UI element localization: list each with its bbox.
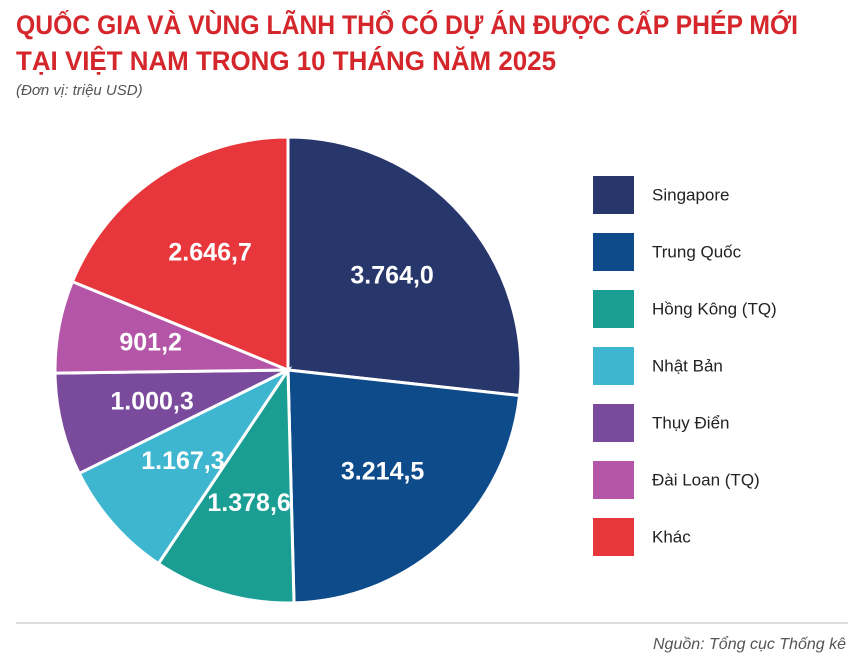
data-label: 1.000,3	[110, 387, 193, 415]
chart-subtitle: (Đơn vị: triệu USD)	[16, 82, 143, 99]
legend-label: Thụy Điển	[652, 413, 729, 432]
data-label: 2.646,7	[168, 239, 251, 267]
data-label: 3.214,5	[341, 458, 425, 486]
data-label: 1.378,6	[207, 489, 290, 517]
legend-swatch	[593, 176, 634, 214]
pie-slice	[156, 365, 296, 605]
data-label: 1.167,3	[141, 447, 224, 475]
legend-swatch	[593, 461, 634, 499]
chart-title: QUỐC GIA VÀ VÙNG LÃNH THỔ CÓ DỰ ÁN ĐƯỢC …	[16, 8, 798, 40]
source: Nguồn: Tổng cục Thống kê	[653, 635, 846, 653]
legend-swatch	[593, 404, 634, 442]
pie-slice	[53, 368, 289, 476]
legend-label: Đài Loan (TQ)	[652, 470, 760, 489]
pie-slice	[286, 368, 522, 605]
pie-slice	[70, 135, 290, 373]
legend-label: Nhật Bản	[652, 356, 723, 375]
legend-label: Khác	[652, 527, 691, 546]
legend-label: Trung Quốc	[652, 242, 742, 261]
data-label: 3.764,0	[350, 261, 433, 289]
pie-slice	[77, 366, 293, 566]
legend-swatch	[593, 518, 634, 556]
legend-swatch	[593, 347, 634, 385]
legend-swatch	[593, 233, 634, 271]
legend-swatch	[593, 290, 634, 328]
legend-label: Singapore	[652, 185, 730, 204]
data-label: 901,2	[119, 328, 182, 356]
legend-label: Hồng Kông (TQ)	[652, 299, 777, 318]
chart-title: TẠI VIỆT NAM TRONG 10 THÁNG NĂM 2025	[16, 45, 556, 76]
pie-slice	[286, 135, 523, 398]
